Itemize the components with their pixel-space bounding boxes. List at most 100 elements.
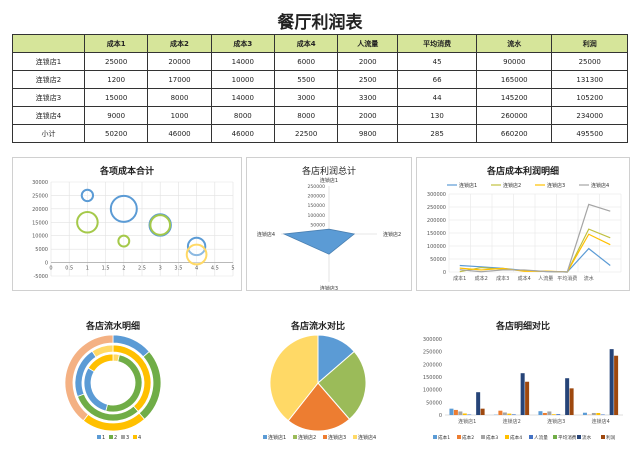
x-tick-label: 人流量 <box>538 275 553 282</box>
bar <box>547 411 552 415</box>
y-tick-label: -5000 <box>33 274 48 280</box>
table-cell[interactable]: 260000 <box>476 106 553 125</box>
table-cell[interactable]: 6000 <box>273 52 339 71</box>
legend-label: 4 <box>138 435 141 441</box>
bar <box>542 412 547 415</box>
table-cell[interactable]: 145200 <box>476 88 553 107</box>
radar-area <box>282 228 356 255</box>
table-cell[interactable]: 15000 <box>83 88 149 107</box>
bubble-point <box>185 243 208 266</box>
table-cell[interactable]: 3300 <box>337 88 399 107</box>
table-cell[interactable]: 495500 <box>551 124 628 143</box>
radar-tick-label: 150000 <box>307 203 325 209</box>
bubble-chart-panel[interactable]: 各项成本合计 30000 25000 20000 15000 10000 5000 0 -50… <box>12 157 242 291</box>
bar <box>453 409 458 415</box>
table-cell[interactable]: 45 <box>397 52 478 71</box>
table-cell[interactable]: 8000 <box>210 106 275 125</box>
x-tick-label: 成本3 <box>496 275 509 282</box>
table-header-row: 成本1 成本2 成本3 成本4 人流量 平均消费 流水 利润 <box>12 34 628 53</box>
table-cell[interactable]: 285 <box>397 124 478 143</box>
legend-label: 连锁店1 <box>268 434 286 441</box>
line-chart-panel[interactable]: 各店成本利润明细 300000 250000 200000 150000 100000 5… <box>416 157 630 291</box>
table-cell[interactable]: 10000 <box>210 70 275 89</box>
table-cell[interactable]: 25000 <box>83 52 149 71</box>
x-tick-label: 4 <box>195 266 198 272</box>
y-tick-label: 250000 <box>423 350 442 356</box>
table-cell[interactable]: 8000 <box>147 88 212 107</box>
table-cell[interactable]: 连锁店3 <box>12 88 85 107</box>
legend-swatch <box>121 435 125 439</box>
pie-chart-panel[interactable]: 各店流水对比 连锁店1 连锁店2 连锁店3 连锁店4 <box>222 300 414 448</box>
y-tick-label: 15000 <box>32 220 48 226</box>
table-cell[interactable]: 9000 <box>83 106 149 125</box>
table-cell[interactable]: 连锁店2 <box>12 70 85 89</box>
bar <box>449 408 454 415</box>
table-cell[interactable]: 20000 <box>147 52 212 71</box>
table-cell[interactable]: 130 <box>397 106 478 125</box>
table-cell[interactable]: 8000 <box>273 106 339 125</box>
table-cell[interactable]: 660200 <box>476 124 553 143</box>
radar-chart-title: 各店利润总计 <box>301 167 356 177</box>
table-cell[interactable]: 50200 <box>83 124 149 143</box>
radar-chart: 250000200000150000100000500000连锁店1连锁店2连锁… <box>257 177 401 290</box>
table-cell[interactable]: 105200 <box>551 88 628 107</box>
bubble-point <box>149 214 172 236</box>
doughnut-chart-panel[interactable]: 各店流水明细 1 2 3 4 <box>12 300 214 448</box>
pie-slice <box>287 382 351 432</box>
y-tick-label: 0 <box>439 413 442 419</box>
bar <box>525 381 530 415</box>
doughnut-segment <box>87 353 114 373</box>
table-cell[interactable]: 165000 <box>476 70 553 89</box>
bar-chart-panel[interactable]: 各店明细对比 300000 250000 200000 150000 100000 500… <box>416 300 630 448</box>
bar <box>467 414 472 415</box>
table-cell[interactable]: 小计 <box>12 124 85 143</box>
table-cell[interactable]: 1000 <box>147 106 212 125</box>
table-cell[interactable]: 3000 <box>273 88 339 107</box>
table-cell[interactable]: 44 <box>397 88 478 107</box>
x-tick-label: 成本2 <box>475 275 488 282</box>
table-cell[interactable]: 5500 <box>273 70 339 89</box>
y-tick-label: 300000 <box>423 337 442 343</box>
legend-label: 连锁店4 <box>358 434 376 441</box>
bubble-point <box>186 236 207 257</box>
table-header-cell: 成本1 <box>83 34 149 53</box>
table-cell[interactable]: 连锁店1 <box>12 52 85 71</box>
legend-label: 利润 <box>606 434 616 441</box>
table-header-cell: 成本2 <box>147 34 212 53</box>
bubble-point <box>76 211 99 234</box>
radar-category-label: 连锁店4 <box>257 231 275 238</box>
bar <box>538 411 543 415</box>
table-cell[interactable]: 22500 <box>273 124 339 143</box>
y-tick-label: 30000 <box>32 180 48 186</box>
table-cell[interactable]: 2500 <box>337 70 399 89</box>
table-cell[interactable]: 1200 <box>83 70 149 89</box>
bar-chart: 300000 250000 200000 150000 100000 50000 0 连锁店1… <box>423 337 623 441</box>
y-tick-label: 0 <box>45 261 48 267</box>
table-cell[interactable]: 46000 <box>147 124 212 143</box>
table-cell[interactable]: 2000 <box>337 106 399 125</box>
table-cell[interactable]: 46000 <box>210 124 275 143</box>
table-cell[interactable]: 25000 <box>551 52 628 71</box>
table-cell[interactable]: 234000 <box>551 106 628 125</box>
table-cell[interactable]: 2000 <box>337 52 399 71</box>
table-cell[interactable]: 17000 <box>147 70 212 89</box>
legend-label: 连锁店2 <box>298 434 316 441</box>
table-cell[interactable]: 连锁店4 <box>12 106 85 125</box>
table-header-cell: 成本3 <box>210 34 275 53</box>
pie-slice <box>317 350 367 420</box>
table-cell[interactable]: 9800 <box>337 124 399 143</box>
radar-tick-label: 100000 <box>307 213 325 219</box>
legend-swatch <box>481 435 485 439</box>
pie-chart: 连锁店1 连锁店2 连锁店3 连锁店4 <box>263 334 376 441</box>
pie-chart-title: 各店流水对比 <box>290 322 345 332</box>
table-cell[interactable]: 66 <box>397 70 478 89</box>
table-cell[interactable]: 131300 <box>551 70 628 89</box>
table-cell[interactable]: 14000 <box>210 52 275 71</box>
table-cell[interactable]: 90000 <box>476 52 553 71</box>
y-tick-label: 50000 <box>426 400 442 406</box>
radar-category-label: 连锁店1 <box>320 177 338 184</box>
table-cell[interactable]: 14000 <box>210 88 275 107</box>
radar-chart-panel[interactable]: 各店利润总计 250000200000150000100000500000连锁店… <box>246 157 412 291</box>
table-row: 连锁店3 15000 8000 14000 3000 3300 44 145200 105200 <box>12 88 628 107</box>
x-tick-label: 流水 <box>584 275 594 282</box>
